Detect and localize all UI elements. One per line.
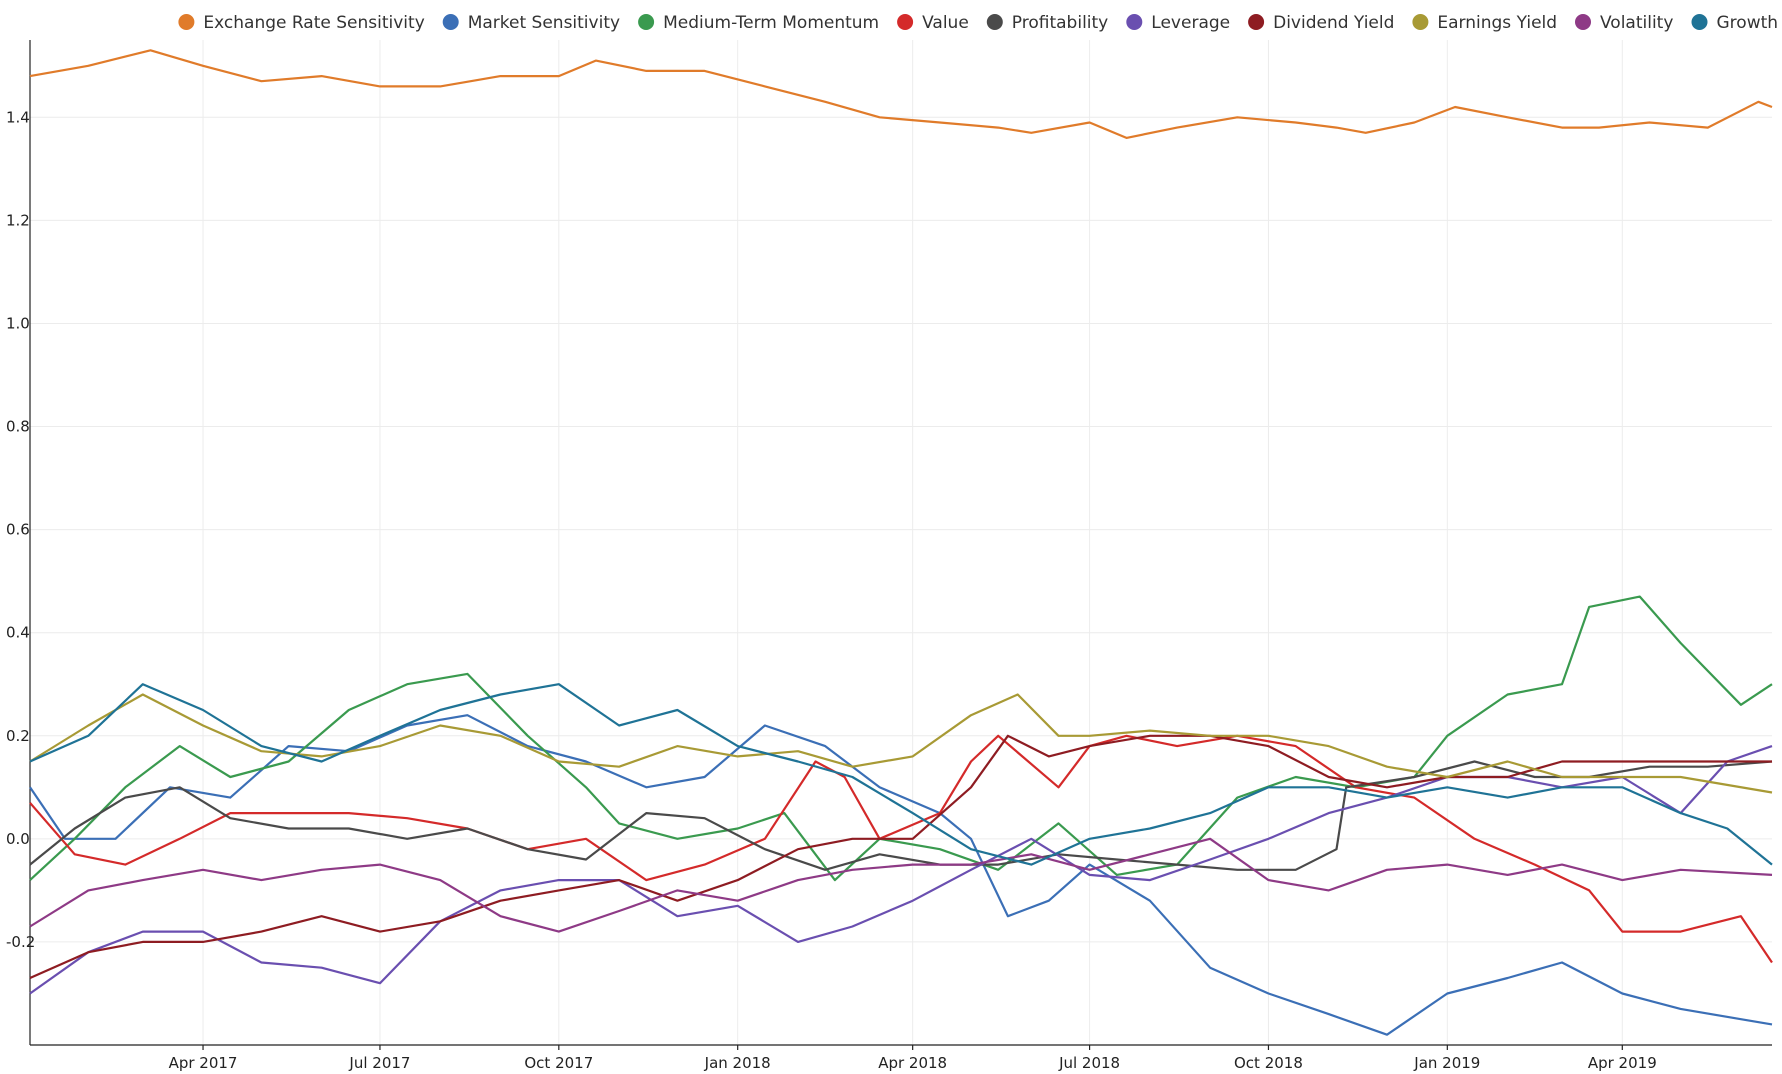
legend-item[interactable]: Profitability [986,13,1108,33]
y-tick-label: 0.4 [6,624,30,642]
legend-item[interactable]: Dividend Yield [1248,13,1394,33]
y-tick-label: 1.2 [6,211,30,229]
series-line-profitability [29,760,1773,871]
legend-marker [1126,14,1143,30]
series-line-exchange-rate-sensitivity [29,49,1773,139]
legend-item[interactable]: Market Sensitivity [442,13,620,33]
legend-marker [1691,14,1708,30]
legend-label: Market Sensitivity [468,13,620,33]
legend-marker [1412,14,1429,30]
series-line-volatility [29,837,1773,933]
legend-item[interactable]: Volatility [1575,13,1673,33]
y-tick-label: 0.2 [6,727,30,745]
legend-marker [986,14,1003,30]
legend-item[interactable]: Leverage [1126,13,1230,33]
series-lines [29,49,1773,1036]
x-tick-label: Jan 2019 [1413,1054,1480,1072]
series-line-leverage [29,745,1773,995]
x-tick-label: Jul 2018 [1058,1054,1120,1072]
legend-label: Dividend Yield [1273,13,1394,33]
legend-marker [638,14,655,30]
y-tick-label: -0.2 [6,933,35,951]
series-line-earnings-yield [29,693,1773,794]
legend-marker [178,14,195,30]
legend-label: Earnings Yield [1437,13,1557,33]
legend-label: Medium-Term Momentum [663,13,879,33]
legend-marker [442,14,459,30]
legend-item[interactable]: Value [897,13,969,33]
x-tick-label: Apr 2018 [878,1054,947,1072]
legend-item[interactable]: Growth [1691,13,1779,33]
legend-label: Volatility [1600,13,1673,33]
series-line-growth [29,683,1773,866]
y-tick-label: 1.0 [6,314,30,332]
x-tick-label: Jul 2017 [348,1054,410,1072]
gridlines [30,40,1772,1045]
legend-label: Growth [1717,13,1779,33]
legend-label: Leverage [1151,13,1230,33]
legend-label: Value [922,13,969,33]
legend-label: Exchange Rate Sensitivity [203,13,424,33]
x-tick-label: Oct 2018 [1234,1054,1303,1072]
y-tick-label: 0.0 [6,830,30,848]
axes: -0.2 0.0 0.2 0.4 0.6 0.8 1.0 1.2 1.4 Apr 2017 Jul … [6,40,1772,1072]
x-tick-label: Apr 2017 [169,1054,238,1072]
legend-item[interactable]: Earnings Yield [1412,13,1557,33]
legend-marker [1248,14,1265,30]
y-tick-label: 1.4 [6,108,30,126]
legend-marker [897,14,914,30]
legend-item[interactable]: Exchange Rate Sensitivity [178,13,425,33]
x-tick-label: Apr 2019 [1588,1054,1657,1072]
legend[interactable]: Exchange Rate Sensitivity Market Sensitiv… [178,13,1778,33]
y-tick-label: 0.6 [6,521,30,539]
legend-marker [1575,14,1591,30]
legend-item[interactable]: Medium-Term Momentum [638,13,879,33]
series-line-medium-term-momentum [29,595,1773,882]
x-tick-label: Jan 2018 [704,1054,771,1072]
y-tick-label: 0.8 [6,418,30,436]
series-line-value [29,734,1773,964]
legend-label: Profitability [1012,13,1108,33]
x-tick-label: Oct 2017 [524,1054,593,1072]
